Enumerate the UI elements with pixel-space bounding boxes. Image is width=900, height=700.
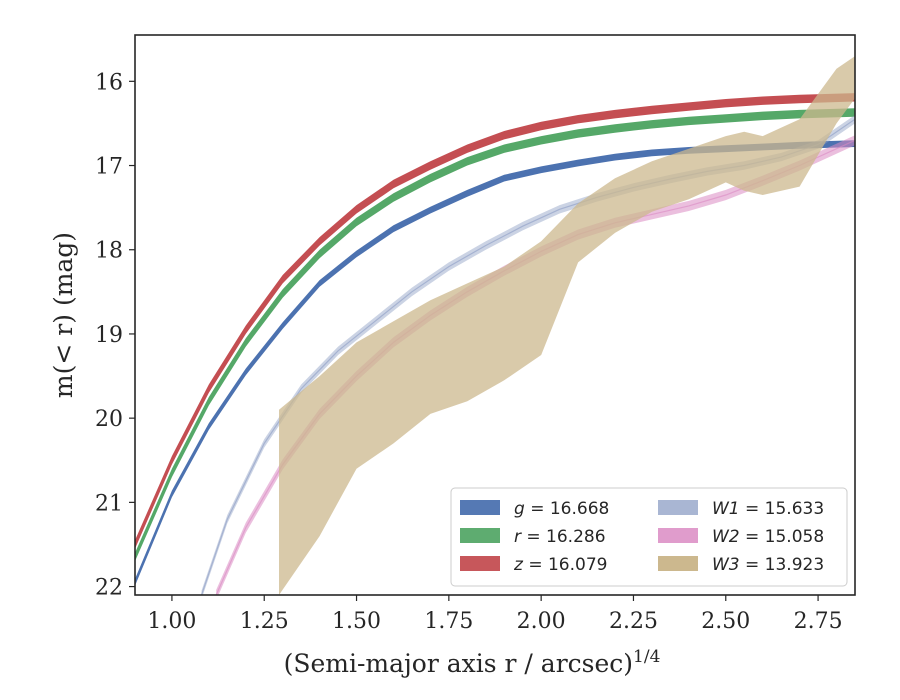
y-tick-label: 16 (95, 70, 123, 95)
plot-frame (134, 34, 856, 596)
legend-swatch-z (460, 556, 500, 571)
x-tick-label: 1.25 (240, 609, 289, 634)
legend-box (450, 487, 848, 587)
y-axis: 16 17 18 19 20 21 22 (95, 70, 135, 601)
y-tick-label: 17 (95, 155, 123, 180)
legend-swatch-w2 (658, 528, 698, 543)
x-tick-label: 2.00 (517, 609, 566, 634)
legend-swatch-r (460, 528, 500, 543)
series-line-r (135, 111, 855, 558)
y-axis-label: m(< r) (mag) (49, 232, 78, 398)
legend-swatch-g (460, 500, 500, 515)
legend-label-z: z = 16.079 (513, 555, 607, 575)
legend-label-w3: W3 = 13.923 (712, 555, 824, 575)
series-band-w3 (279, 56, 855, 595)
legend-label-w1: W1 = 15.633 (712, 499, 824, 519)
x-tick-label: 1.00 (147, 609, 196, 634)
legend-swatch-w1 (658, 500, 698, 515)
x-tick-label: 2.25 (609, 609, 658, 634)
legend-label-g: g = 16.668 (514, 499, 609, 519)
legend-label-r: r = 16.286 (514, 527, 606, 547)
legend: g = 16.668 r = 16.286 z = 16.079 W1 = 15.63… (450, 487, 848, 587)
y-tick-label: 18 (95, 239, 123, 264)
x-axis: 1.00 1.25 1.50 1.75 2.00 2.25 2.50 2.75 (147, 595, 843, 634)
legend-label-w2: W2 = 15.058 (712, 527, 824, 547)
y-tick-label: 21 (95, 491, 123, 516)
x-tick-label: 1.75 (424, 609, 473, 634)
x-tick-label: 2.50 (701, 609, 750, 634)
series-band-w1 (201, 115, 855, 595)
x-axis-label: (Semi-major axis r / arcsec)1/4 (284, 647, 661, 678)
legend-swatch-w3 (658, 556, 698, 571)
x-tick-label: 1.50 (332, 609, 381, 634)
y-tick-label: 22 (95, 576, 123, 601)
series-layer (135, 56, 855, 595)
x-tick-label: 2.75 (794, 609, 843, 634)
y-tick-label: 20 (95, 407, 123, 432)
series-line-z (135, 96, 855, 545)
y-tick-label: 19 (95, 323, 123, 348)
